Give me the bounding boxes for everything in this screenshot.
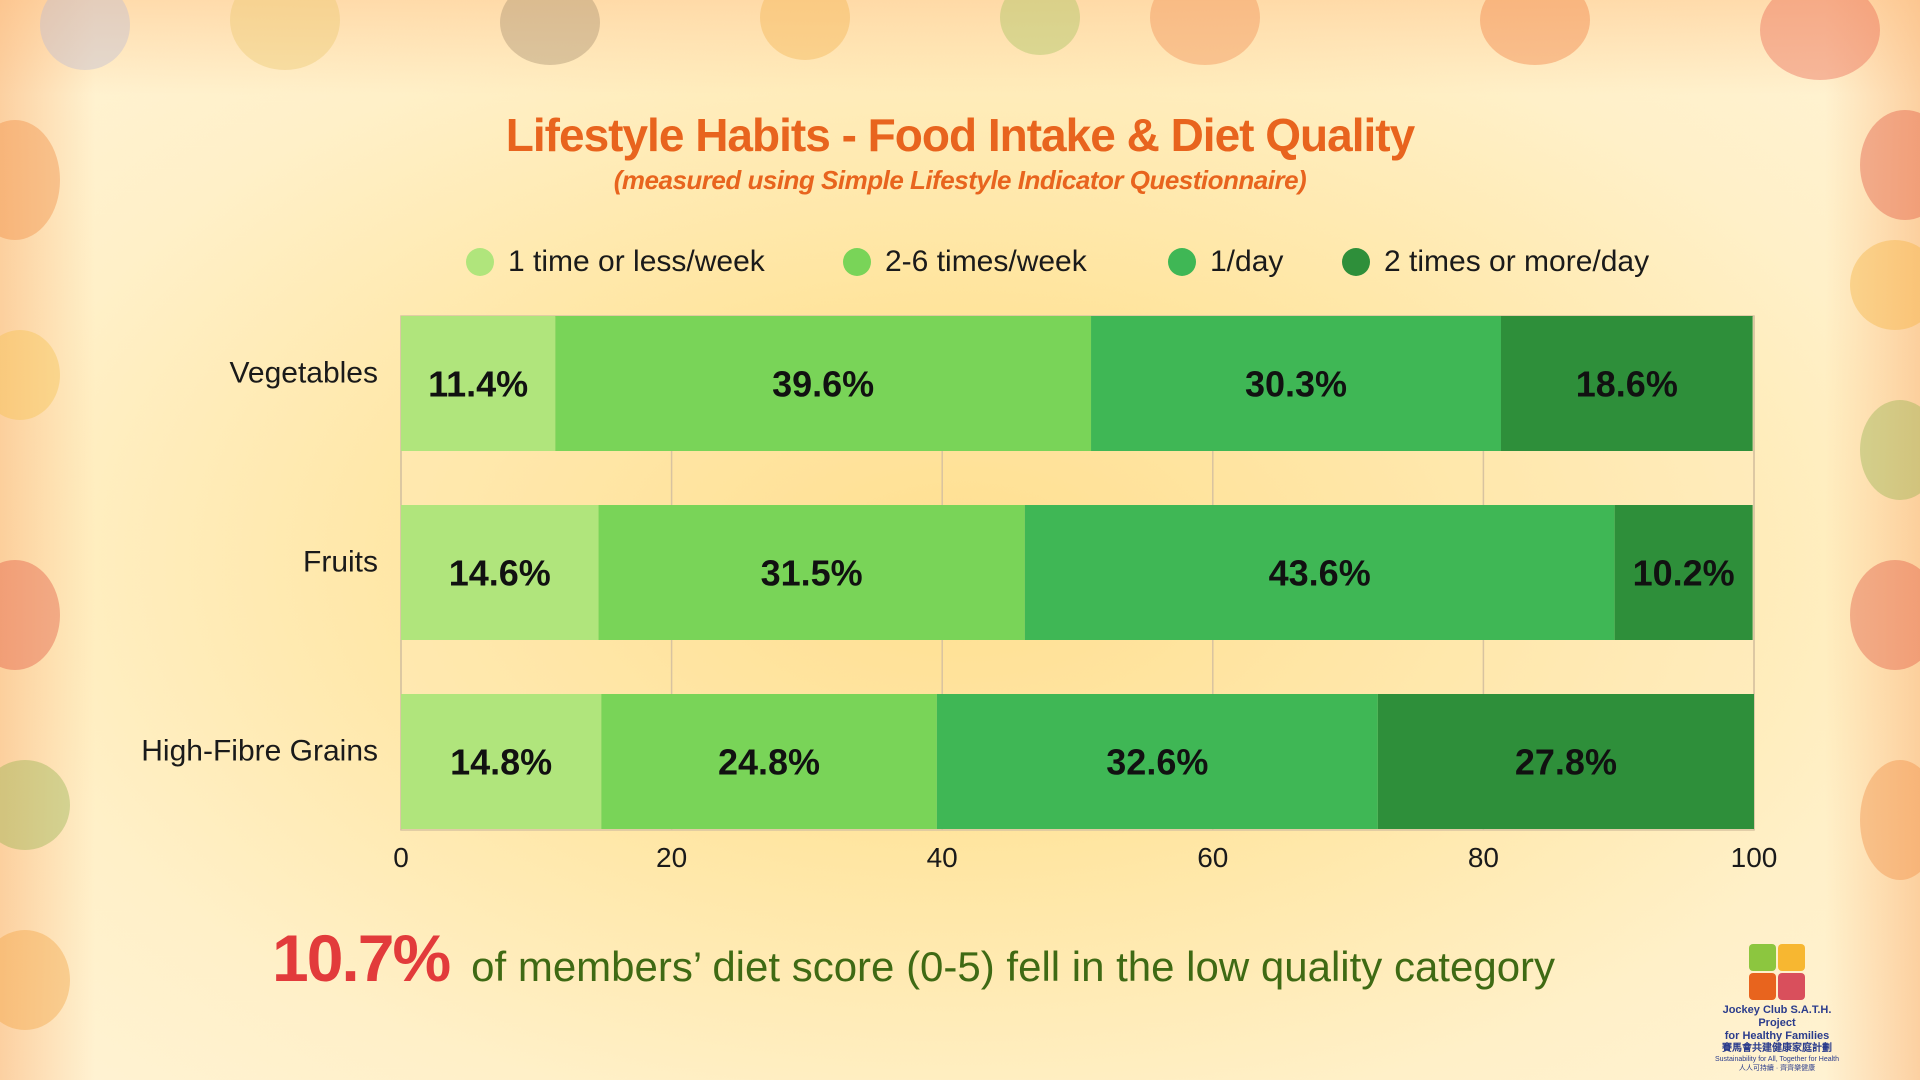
logo-text: 賽馬會共建健康家庭計劃 xyxy=(1722,1043,1832,1054)
legend-item: 2-6 times/week xyxy=(843,242,1087,282)
footer-highlight-number: 10.7% xyxy=(272,921,451,995)
logo-mark xyxy=(1749,944,1805,1000)
bar-segment xyxy=(401,505,599,640)
x-tick-label: 100 xyxy=(1731,842,1778,873)
x-tick-label: 60 xyxy=(1197,842,1228,873)
legend-swatch xyxy=(843,248,871,276)
chart-subtitle: (measured using Simple Lifestyle Indicat… xyxy=(613,165,1307,195)
legend-label: 1 time or less/week xyxy=(508,245,765,278)
bar-value-label: 11.4% xyxy=(428,364,528,405)
decorative-fruit xyxy=(1860,760,1920,880)
bar-value-label: 14.6% xyxy=(449,553,551,594)
bar-value-label: 32.6% xyxy=(1106,742,1208,783)
decorative-fruit xyxy=(40,0,130,70)
decorative-fruit xyxy=(1850,240,1920,330)
decorative-fruit xyxy=(0,930,70,1030)
x-tick-label: 80 xyxy=(1468,842,1499,873)
x-tick-label: 40 xyxy=(927,842,958,873)
legend-item: 1/day xyxy=(1168,242,1283,282)
chart-legend: 1 time or less/week 2-6 times/week 1/day… xyxy=(0,242,1920,282)
bar-segment xyxy=(401,316,556,451)
bar-segment xyxy=(598,505,1025,640)
chart-title: Lifestyle Habits - Food Intake & Diet Qu… xyxy=(505,109,1415,161)
legend-label: 2 times or more/day xyxy=(1384,245,1650,278)
logo-text: Sustainability for All, Together for Hea… xyxy=(1715,1056,1839,1063)
bar-value-label: 27.8% xyxy=(1515,742,1617,783)
logo-text: for Healthy Families xyxy=(1724,1030,1830,1042)
bar-segment xyxy=(601,694,937,829)
logo-text: Jockey Club S.A.T.H. Project xyxy=(1722,1004,1832,1029)
legend-item: 2 times or more/day xyxy=(1342,242,1649,282)
bar-value-label: 14.8% xyxy=(450,742,552,783)
legend-swatch xyxy=(1168,248,1196,276)
bar-segment xyxy=(1024,505,1615,640)
bar-value-label: 43.6% xyxy=(1269,553,1371,594)
footer-text: of members’ diet score (0-5) fell in the… xyxy=(471,943,1556,990)
bar-value-label: 18.6% xyxy=(1576,364,1678,405)
bar-segment xyxy=(936,694,1378,829)
logo-text: 人人可持續 · 齊齊樂健康 xyxy=(1738,1065,1816,1072)
decorative-fruit xyxy=(1850,560,1920,670)
decorative-fruit xyxy=(1760,0,1880,80)
bar-segment xyxy=(1614,505,1753,640)
bar-segment xyxy=(1500,316,1753,451)
decorative-fruit xyxy=(1860,400,1920,500)
decorative-fruit xyxy=(0,760,70,850)
category-label: Vegetables xyxy=(230,357,378,390)
legend-item: 1 time or less/week xyxy=(466,242,765,282)
footer-statement: 10.7% of members’ diet score (0-5) fell … xyxy=(272,920,1555,1010)
legend-label: 2-6 times/week xyxy=(885,245,1087,278)
decorative-fruit xyxy=(500,0,600,65)
bar-segment xyxy=(1377,694,1754,829)
bar-value-label: 39.6% xyxy=(772,364,874,405)
bar-segment xyxy=(1091,316,1501,451)
category-label: High-Fibre Grains xyxy=(141,735,378,768)
x-tick-label: 20 xyxy=(656,842,687,873)
legend-swatch xyxy=(1342,248,1370,276)
bar-value-label: 30.3% xyxy=(1245,364,1347,405)
bar-value-label: 24.8% xyxy=(718,742,820,783)
bar-segment xyxy=(555,316,1092,451)
legend-swatch xyxy=(466,248,494,276)
category-label: Fruits xyxy=(303,546,378,579)
bar-value-label: 10.2% xyxy=(1633,553,1735,594)
project-logo: Jockey Club S.A.T.H. Project for Healthy… xyxy=(1712,944,1842,1072)
x-tick-label: 0 xyxy=(393,842,409,873)
bar-value-label: 31.5% xyxy=(761,553,863,594)
legend-label: 1/day xyxy=(1210,245,1284,278)
bar-segment xyxy=(401,694,602,829)
